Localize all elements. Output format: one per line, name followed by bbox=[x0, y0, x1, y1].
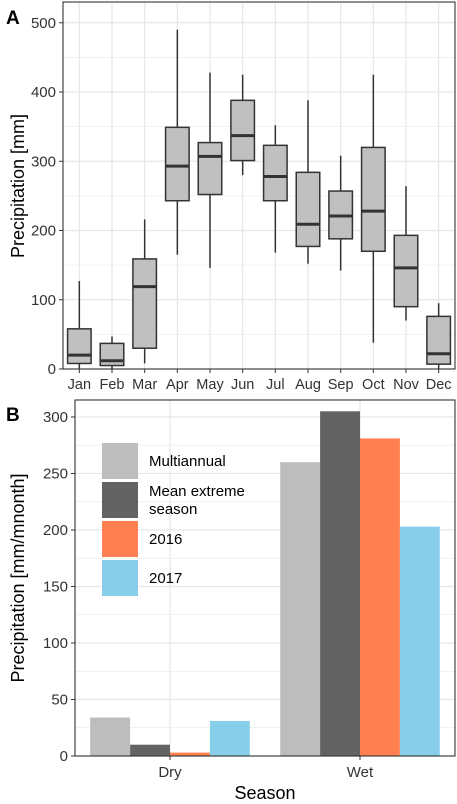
bar-wet-y2017 bbox=[399, 526, 440, 756]
box-iqr bbox=[132, 258, 158, 349]
panel-a-background bbox=[63, 2, 455, 369]
panel-b-y-ticks: 0 50 100 150 200 250 300 bbox=[43, 409, 75, 765]
box-iqr bbox=[393, 234, 419, 308]
box-iqr bbox=[164, 126, 190, 202]
box-aug bbox=[295, 100, 321, 264]
box-sep bbox=[328, 155, 354, 271]
bar-dry-y2016 bbox=[170, 752, 210, 756]
panel-a-x-tick-label: Apr bbox=[166, 377, 189, 393]
panel-a-y-tick-label: 200 bbox=[31, 223, 56, 240]
box-iqr bbox=[360, 146, 386, 253]
panel-b-y-tick-label: 200 bbox=[43, 522, 68, 539]
box-nov bbox=[393, 186, 419, 321]
box-iqr bbox=[66, 328, 92, 365]
box-iqr bbox=[295, 171, 321, 248]
box-iqr bbox=[262, 144, 288, 202]
panel-a-y-tick-label: 100 bbox=[31, 292, 56, 309]
panel-b-y-tick-label: 100 bbox=[43, 635, 68, 652]
panel-b-x-axis-label: Season bbox=[234, 783, 295, 803]
panel-a-y-tick-label: 0 bbox=[48, 361, 56, 378]
bar-wet-mean_extreme bbox=[320, 411, 360, 756]
panel-a-x-tick-label: Jul bbox=[266, 377, 285, 393]
panel-a-label: A bbox=[6, 8, 20, 29]
box-oct bbox=[360, 74, 386, 343]
box-iqr bbox=[99, 342, 125, 367]
panel-a-x-tick-label: Jan bbox=[68, 377, 91, 393]
box-iqr bbox=[197, 141, 223, 196]
legend-label-mean_extreme: season bbox=[149, 501, 197, 518]
legend-swatch-multiannual bbox=[102, 443, 138, 479]
legend-label-multiannual: Multiannual bbox=[149, 453, 226, 470]
panel-a-x-tick-label: Sep bbox=[328, 377, 354, 393]
bar-dry-y2017 bbox=[209, 720, 250, 756]
bar-dry-multiannual bbox=[90, 717, 131, 756]
panel-b-x-ticks: Dry Wet bbox=[158, 756, 374, 781]
panel-b-y-tick-label: 300 bbox=[43, 409, 68, 426]
panel-a-x-ticks: Jan Feb Mar Apr May Jun Jul Aug Sep Oct Nov Dec bbox=[68, 369, 452, 393]
bar-dry-mean_extreme bbox=[130, 744, 170, 756]
box-iqr bbox=[230, 99, 256, 162]
panel-b-bars bbox=[90, 411, 440, 756]
box-feb bbox=[99, 336, 125, 369]
box-jun bbox=[230, 74, 256, 176]
panel-a-y-tick-label: 400 bbox=[31, 84, 56, 101]
legend-swatch-mean_extreme bbox=[102, 482, 138, 518]
box-dec bbox=[426, 303, 452, 369]
bar-wet-y2016 bbox=[360, 438, 400, 756]
panel-a-border bbox=[62, 1, 456, 370]
box-mar bbox=[132, 219, 158, 364]
panel-b-x-tick-label: Wet bbox=[347, 764, 374, 781]
panel-b-y-tick-label: 250 bbox=[43, 465, 68, 482]
panel-a-x-tick-label: Nov bbox=[393, 377, 420, 393]
panel-b-x-tick-label: Dry bbox=[158, 764, 182, 781]
panel-b-y-axis-label: Precipitation [mm/mnonth] bbox=[8, 473, 28, 682]
box-iqr bbox=[426, 315, 452, 365]
panel-a-x-tick-label: Jun bbox=[231, 377, 254, 393]
panel-a-x-tick-label: Feb bbox=[100, 377, 125, 393]
bar-wet-multiannual bbox=[280, 462, 321, 756]
panel-a-x-tick-label: Mar bbox=[132, 377, 157, 393]
panel-b-y-tick-label: 50 bbox=[51, 691, 68, 708]
panel-b-border bbox=[74, 399, 456, 757]
legend-swatch-y2017 bbox=[102, 560, 138, 596]
panel-a-y-ticks: 0 100 200 300 400 500 bbox=[31, 15, 63, 378]
panel-a-x-tick-label: Dec bbox=[426, 377, 452, 393]
box-jul bbox=[262, 125, 288, 253]
panel-a-boxes bbox=[66, 29, 452, 369]
panel-b-label: B bbox=[6, 405, 20, 426]
panel-a-x-tick-label: May bbox=[196, 377, 224, 393]
panel-a-y-tick-label: 300 bbox=[31, 153, 56, 170]
panel-a: A 0 100 200 300 400 500 Jan Feb Mar Apr May Jun Jul… bbox=[6, 1, 456, 393]
legend-label-y2017: 2017 bbox=[149, 570, 182, 587]
box-apr bbox=[164, 29, 190, 255]
panel-b-y-tick-label: 0 bbox=[60, 748, 68, 765]
panel-a-x-tick-label: Aug bbox=[295, 377, 321, 393]
box-jan bbox=[66, 281, 92, 369]
panel-a-y-axis-label: Precipitation [mm] bbox=[8, 114, 28, 258]
legend-swatch-y2016 bbox=[102, 521, 138, 557]
box-may bbox=[197, 72, 223, 268]
legend-label-mean_extreme: Mean extreme bbox=[149, 483, 245, 500]
panel-b-y-tick-label: 150 bbox=[43, 578, 68, 595]
panel-a-y-tick-label: 500 bbox=[31, 15, 56, 32]
panel-a-x-tick-label: Oct bbox=[362, 377, 385, 393]
legend-label-y2016: 2016 bbox=[149, 531, 182, 548]
